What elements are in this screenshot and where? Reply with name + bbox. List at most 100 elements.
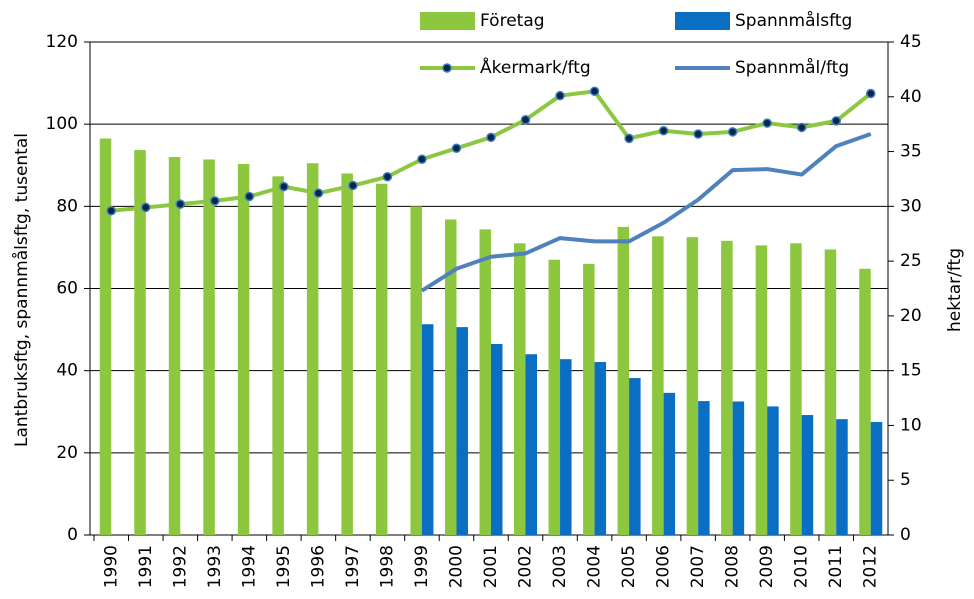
x-tick-label: 1995: [274, 545, 294, 588]
marker: [762, 118, 772, 128]
marker: [417, 154, 427, 164]
marker: [106, 205, 117, 216]
y2-axis-label: hektar/ftg: [945, 248, 965, 332]
bar: [617, 226, 630, 535]
x-tick-label: 2008: [723, 545, 743, 588]
marker: [244, 191, 255, 202]
marker: [520, 115, 531, 125]
bar: [767, 406, 779, 535]
bar: [836, 419, 848, 535]
bar: [479, 229, 491, 535]
y-axis-label: Lantbruksftg, spannmålsftg, tusental: [11, 133, 32, 447]
bar: [859, 268, 871, 535]
y-tick-label: 40: [56, 361, 78, 381]
bar: [410, 206, 422, 536]
y2-tick-label: 35: [900, 142, 922, 162]
legend-label: Spannmålsftg: [735, 10, 852, 31]
bar: [686, 237, 699, 536]
legend-label: Spannmål/ftg: [735, 57, 849, 78]
bar: [237, 164, 250, 535]
x-tick-label: 2007: [688, 545, 708, 588]
bar: [732, 401, 745, 535]
x-tick-label: 2010: [792, 545, 812, 588]
legend-label: Åkermark/ftg: [480, 56, 591, 78]
bar: [99, 138, 112, 535]
bar: [548, 259, 561, 535]
line: [420, 132, 872, 293]
bar: [698, 401, 710, 535]
x-tick-label: 2004: [585, 545, 605, 588]
y2-tick-label: 15: [900, 361, 922, 381]
bar: [870, 422, 883, 535]
marker: [727, 127, 738, 137]
marker: [175, 199, 186, 209]
x-tick-label: 1994: [239, 545, 259, 588]
y2-tick-label: 45: [900, 32, 922, 52]
bar: [663, 392, 676, 535]
x-tick-label: 2009: [757, 545, 777, 588]
y-tick-label: 80: [56, 196, 78, 216]
marker: [658, 125, 669, 136]
bar: [824, 249, 837, 536]
y-tick-label: 120: [46, 32, 78, 52]
marker: [796, 122, 807, 133]
marker: [279, 181, 289, 192]
bar: [421, 324, 434, 535]
marker: [589, 86, 600, 97]
y-tick-label: 100: [46, 114, 78, 134]
x-tick-label: 2011: [826, 545, 846, 588]
x-tick-label: 2001: [481, 545, 501, 588]
marker: [451, 143, 462, 154]
marker: [555, 90, 565, 101]
x-tick-label: 2003: [550, 545, 570, 588]
legend-marker: [442, 63, 452, 73]
x-tick-label: 1998: [377, 545, 397, 588]
marker: [624, 133, 634, 144]
x-tick-label: 1999: [412, 545, 432, 588]
legend-swatch: [675, 12, 730, 30]
bar: [444, 219, 457, 536]
x-tick-label: 2005: [619, 545, 639, 588]
x-tick-label: 1992: [170, 545, 190, 588]
x-tick-label: 2002: [516, 545, 536, 588]
bar: [525, 354, 538, 535]
bar: [375, 183, 388, 536]
y2-tick-label: 25: [900, 251, 922, 271]
bar: [755, 245, 768, 536]
marker: [486, 132, 496, 143]
bar: [456, 327, 468, 535]
marker: [865, 88, 876, 99]
x-tick-label: 1997: [343, 545, 363, 588]
marker: [831, 116, 841, 126]
y-tick-label: 20: [56, 443, 78, 463]
marker: [141, 202, 151, 213]
y2-tick-label: 40: [900, 87, 922, 107]
bar: [801, 415, 814, 535]
bar: [594, 362, 607, 535]
bar: [203, 159, 215, 535]
x-tick-label: 1996: [308, 545, 328, 588]
marker: [348, 180, 358, 191]
legend-swatch: [420, 12, 475, 30]
bar: [491, 343, 503, 535]
x-tick-label: 2000: [446, 545, 466, 588]
x-tick-label: 1991: [136, 545, 156, 588]
bar: [306, 163, 319, 535]
x-tick-label: 2012: [861, 545, 881, 588]
marker: [382, 172, 393, 182]
bar: [629, 378, 641, 535]
bar: [652, 236, 664, 536]
bar: [514, 243, 526, 535]
bar: [134, 150, 146, 535]
y2-tick-label: 5: [900, 470, 911, 490]
y2-tick-label: 0: [900, 525, 911, 545]
line: [111, 89, 872, 213]
bar: [721, 240, 733, 536]
y-tick-label: 60: [56, 279, 78, 299]
y2-tick-label: 30: [900, 196, 922, 216]
x-tick-label: 1993: [205, 545, 225, 588]
x-tick-label: 2006: [654, 545, 674, 588]
marker: [313, 188, 324, 198]
bar: [272, 176, 284, 535]
